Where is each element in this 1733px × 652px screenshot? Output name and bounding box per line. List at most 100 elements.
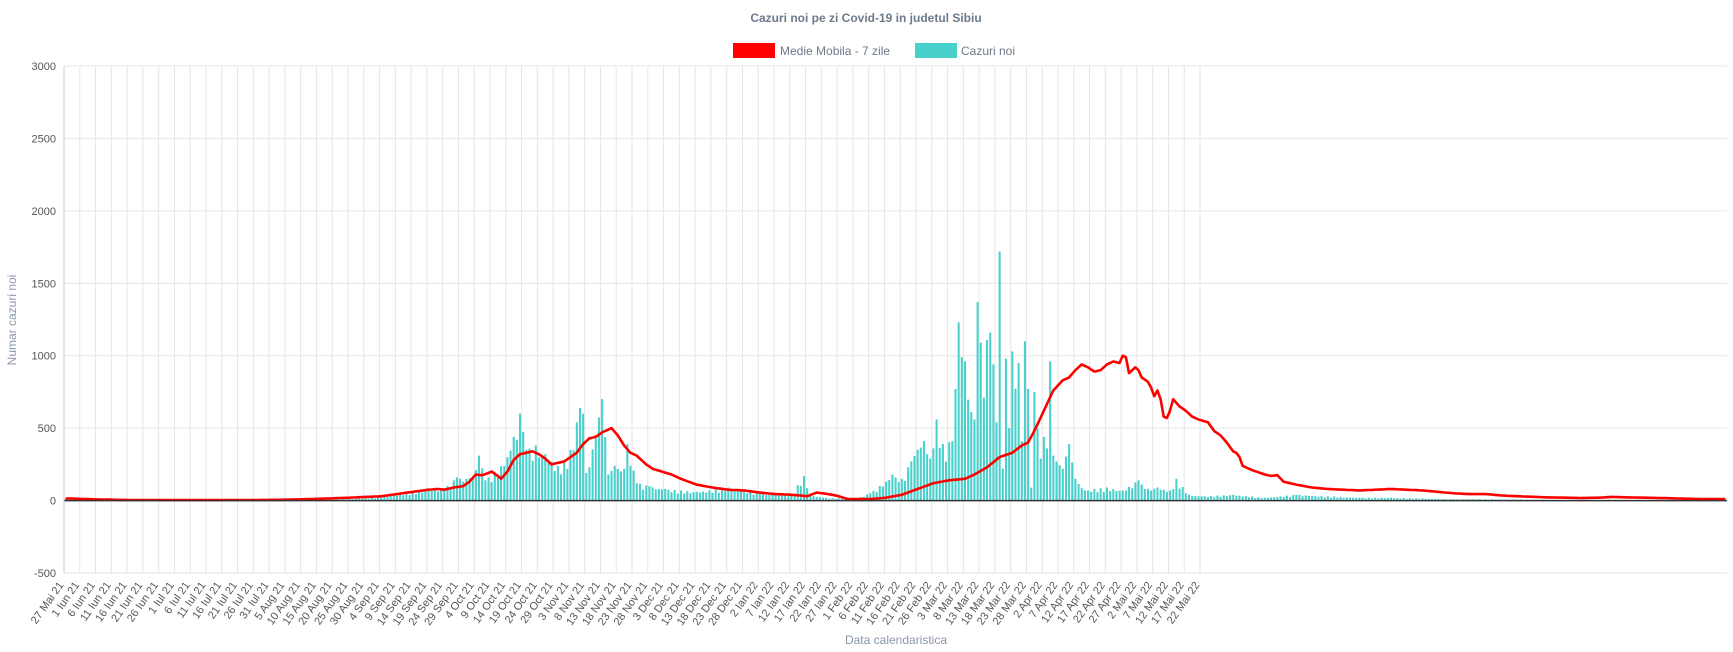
legend-label-new-cases[interactable]: Cazuri noi [961, 44, 1015, 58]
bar-cazuri-noi[interactable] [963, 361, 967, 501]
bar-cazuri-noi[interactable] [771, 494, 774, 501]
bar-cazuri-noi[interactable] [683, 493, 686, 501]
bar-cazuri-noi[interactable] [1146, 488, 1150, 501]
bar-cazuri-noi[interactable] [809, 494, 812, 501]
bar-cazuri-noi[interactable] [768, 494, 771, 501]
bar-cazuri-noi[interactable] [815, 496, 818, 501]
bar-cazuri-noi[interactable] [720, 488, 724, 501]
bar-cazuri-noi[interactable] [490, 482, 493, 501]
bar-cazuri-noi[interactable] [648, 486, 651, 501]
bar-cazuri-noi[interactable] [1011, 351, 1014, 501]
bar-cazuri-noi[interactable] [1175, 478, 1178, 501]
bar-cazuri-noi[interactable] [926, 454, 929, 501]
bar-cazuri-noi[interactable] [1159, 489, 1162, 501]
bar-cazuri-noi[interactable] [657, 488, 660, 501]
bar-cazuri-noi[interactable] [361, 498, 364, 501]
bar-cazuri-noi[interactable] [1036, 428, 1039, 501]
bar-cazuri-noi[interactable] [1374, 497, 1377, 501]
bar-cazuri-noi[interactable] [986, 339, 989, 501]
bar-cazuri-noi[interactable] [711, 492, 714, 501]
bar-cazuri-noi[interactable] [1001, 468, 1004, 501]
bar-cazuri-noi[interactable] [793, 493, 796, 501]
bar-cazuri-noi[interactable] [692, 492, 695, 501]
bar-cazuri-noi[interactable] [1109, 491, 1112, 501]
bar-cazuri-noi[interactable] [1027, 389, 1030, 501]
bar-cazuri-noi[interactable] [395, 495, 398, 501]
bar-cazuri-noi[interactable] [638, 483, 641, 501]
bar-cazuri-noi[interactable] [1314, 496, 1317, 501]
bar-cazuri-noi[interactable] [938, 447, 941, 501]
bar-cazuri-noi[interactable] [383, 496, 386, 501]
bar-cazuri-noi[interactable] [698, 492, 701, 501]
bar-cazuri-noi[interactable] [1247, 497, 1251, 501]
bar-cazuri-noi[interactable] [897, 482, 900, 501]
bar-cazuri-noi[interactable] [424, 490, 427, 501]
bar-cazuri-noi[interactable] [869, 493, 872, 501]
bar-cazuri-noi[interactable] [1061, 468, 1064, 501]
bar-cazuri-noi[interactable] [1389, 497, 1393, 501]
bar-cazuri-noi[interactable] [556, 465, 559, 501]
bar-cazuri-noi[interactable] [1399, 498, 1402, 501]
bar-cazuri-noi[interactable] [436, 491, 440, 501]
bar-cazuri-noi[interactable] [642, 489, 645, 501]
bar-cazuri-noi[interactable] [1222, 495, 1225, 501]
bar-cazuri-noi[interactable] [1071, 462, 1074, 501]
bar-cazuri-noi[interactable] [1064, 456, 1067, 501]
bar-cazuri-noi[interactable] [866, 494, 869, 501]
bar-cazuri-noi[interactable] [774, 494, 777, 501]
bar-cazuri-noi[interactable] [578, 407, 582, 501]
bar-cazuri-noi[interactable] [645, 485, 648, 501]
bar-cazuri-noi[interactable] [730, 490, 733, 501]
bar-cazuri-noi[interactable] [970, 412, 973, 501]
bar-cazuri-noi[interactable] [979, 342, 982, 501]
bar-cazuri-noi[interactable] [370, 497, 373, 501]
bar-cazuri-noi[interactable] [1251, 496, 1254, 501]
bar-cazuri-noi[interactable] [1307, 496, 1310, 501]
bar-cazuri-noi[interactable] [1434, 498, 1437, 501]
bar-cazuri-noi[interactable] [449, 488, 452, 501]
bar-cazuri-noi[interactable] [1364, 498, 1367, 501]
bar-cazuri-noi[interactable] [364, 498, 367, 501]
bar-cazuri-noi[interactable] [1358, 497, 1361, 501]
bar-cazuri-noi[interactable] [1333, 496, 1336, 501]
bar-cazuri-noi[interactable] [591, 449, 594, 501]
bar-cazuri-noi[interactable] [702, 491, 705, 501]
bar-cazuri-noi[interactable] [487, 477, 490, 501]
bar-cazuri-noi[interactable] [998, 251, 1001, 501]
bar-cazuri-noi[interactable] [1329, 497, 1333, 501]
bar-cazuri-noi[interactable] [1131, 488, 1134, 501]
bar-cazuri-noi[interactable] [1099, 488, 1102, 501]
bar-cazuri-noi[interactable] [670, 492, 673, 501]
bar-cazuri-noi[interactable] [1023, 341, 1026, 501]
bar-cazuri-noi[interactable] [471, 477, 474, 501]
legend-label-moving-average[interactable]: Medie Mobila - 7 zile [780, 44, 890, 58]
bar-cazuri-noi[interactable] [799, 485, 802, 501]
bar-cazuri-noi[interactable] [875, 491, 878, 501]
bar-cazuri-noi[interactable] [367, 498, 370, 501]
bar-cazuri-noi[interactable] [891, 474, 894, 501]
bar-cazuri-noi[interactable] [496, 474, 499, 501]
bar-cazuri-noi[interactable] [1276, 497, 1279, 501]
bar-cazuri-noi[interactable] [825, 497, 828, 501]
bar-cazuri-noi[interactable] [1178, 488, 1181, 501]
bar-cazuri-noi[interactable] [1020, 441, 1023, 501]
bar-cazuri-noi[interactable] [806, 488, 809, 501]
bar-cazuri-noi[interactable] [1443, 498, 1446, 501]
bar-cazuri-noi[interactable] [673, 489, 676, 501]
bar-cazuri-noi[interactable] [1087, 490, 1090, 501]
bar-cazuri-noi[interactable] [1352, 497, 1355, 501]
bar-cazuri-noi[interactable] [1408, 498, 1411, 501]
bar-cazuri-noi[interactable] [758, 493, 761, 501]
bar-cazuri-noi[interactable] [1260, 498, 1263, 501]
bar-cazuri-noi[interactable] [455, 477, 458, 501]
bar-cazuri-noi[interactable] [582, 413, 585, 501]
bar-cazuri-noi[interactable] [1213, 497, 1216, 501]
bar-cazuri-noi[interactable] [402, 495, 405, 501]
bar-cazuri-noi[interactable] [919, 447, 922, 501]
bar-cazuri-noi[interactable] [1367, 497, 1370, 501]
bar-cazuri-noi[interactable] [894, 477, 897, 501]
bar-cazuri-noi[interactable] [1393, 498, 1396, 501]
bar-cazuri-noi[interactable] [992, 364, 995, 501]
bar-cazuri-noi[interactable] [386, 496, 389, 501]
bar-cazuri-noi[interactable] [572, 450, 575, 501]
